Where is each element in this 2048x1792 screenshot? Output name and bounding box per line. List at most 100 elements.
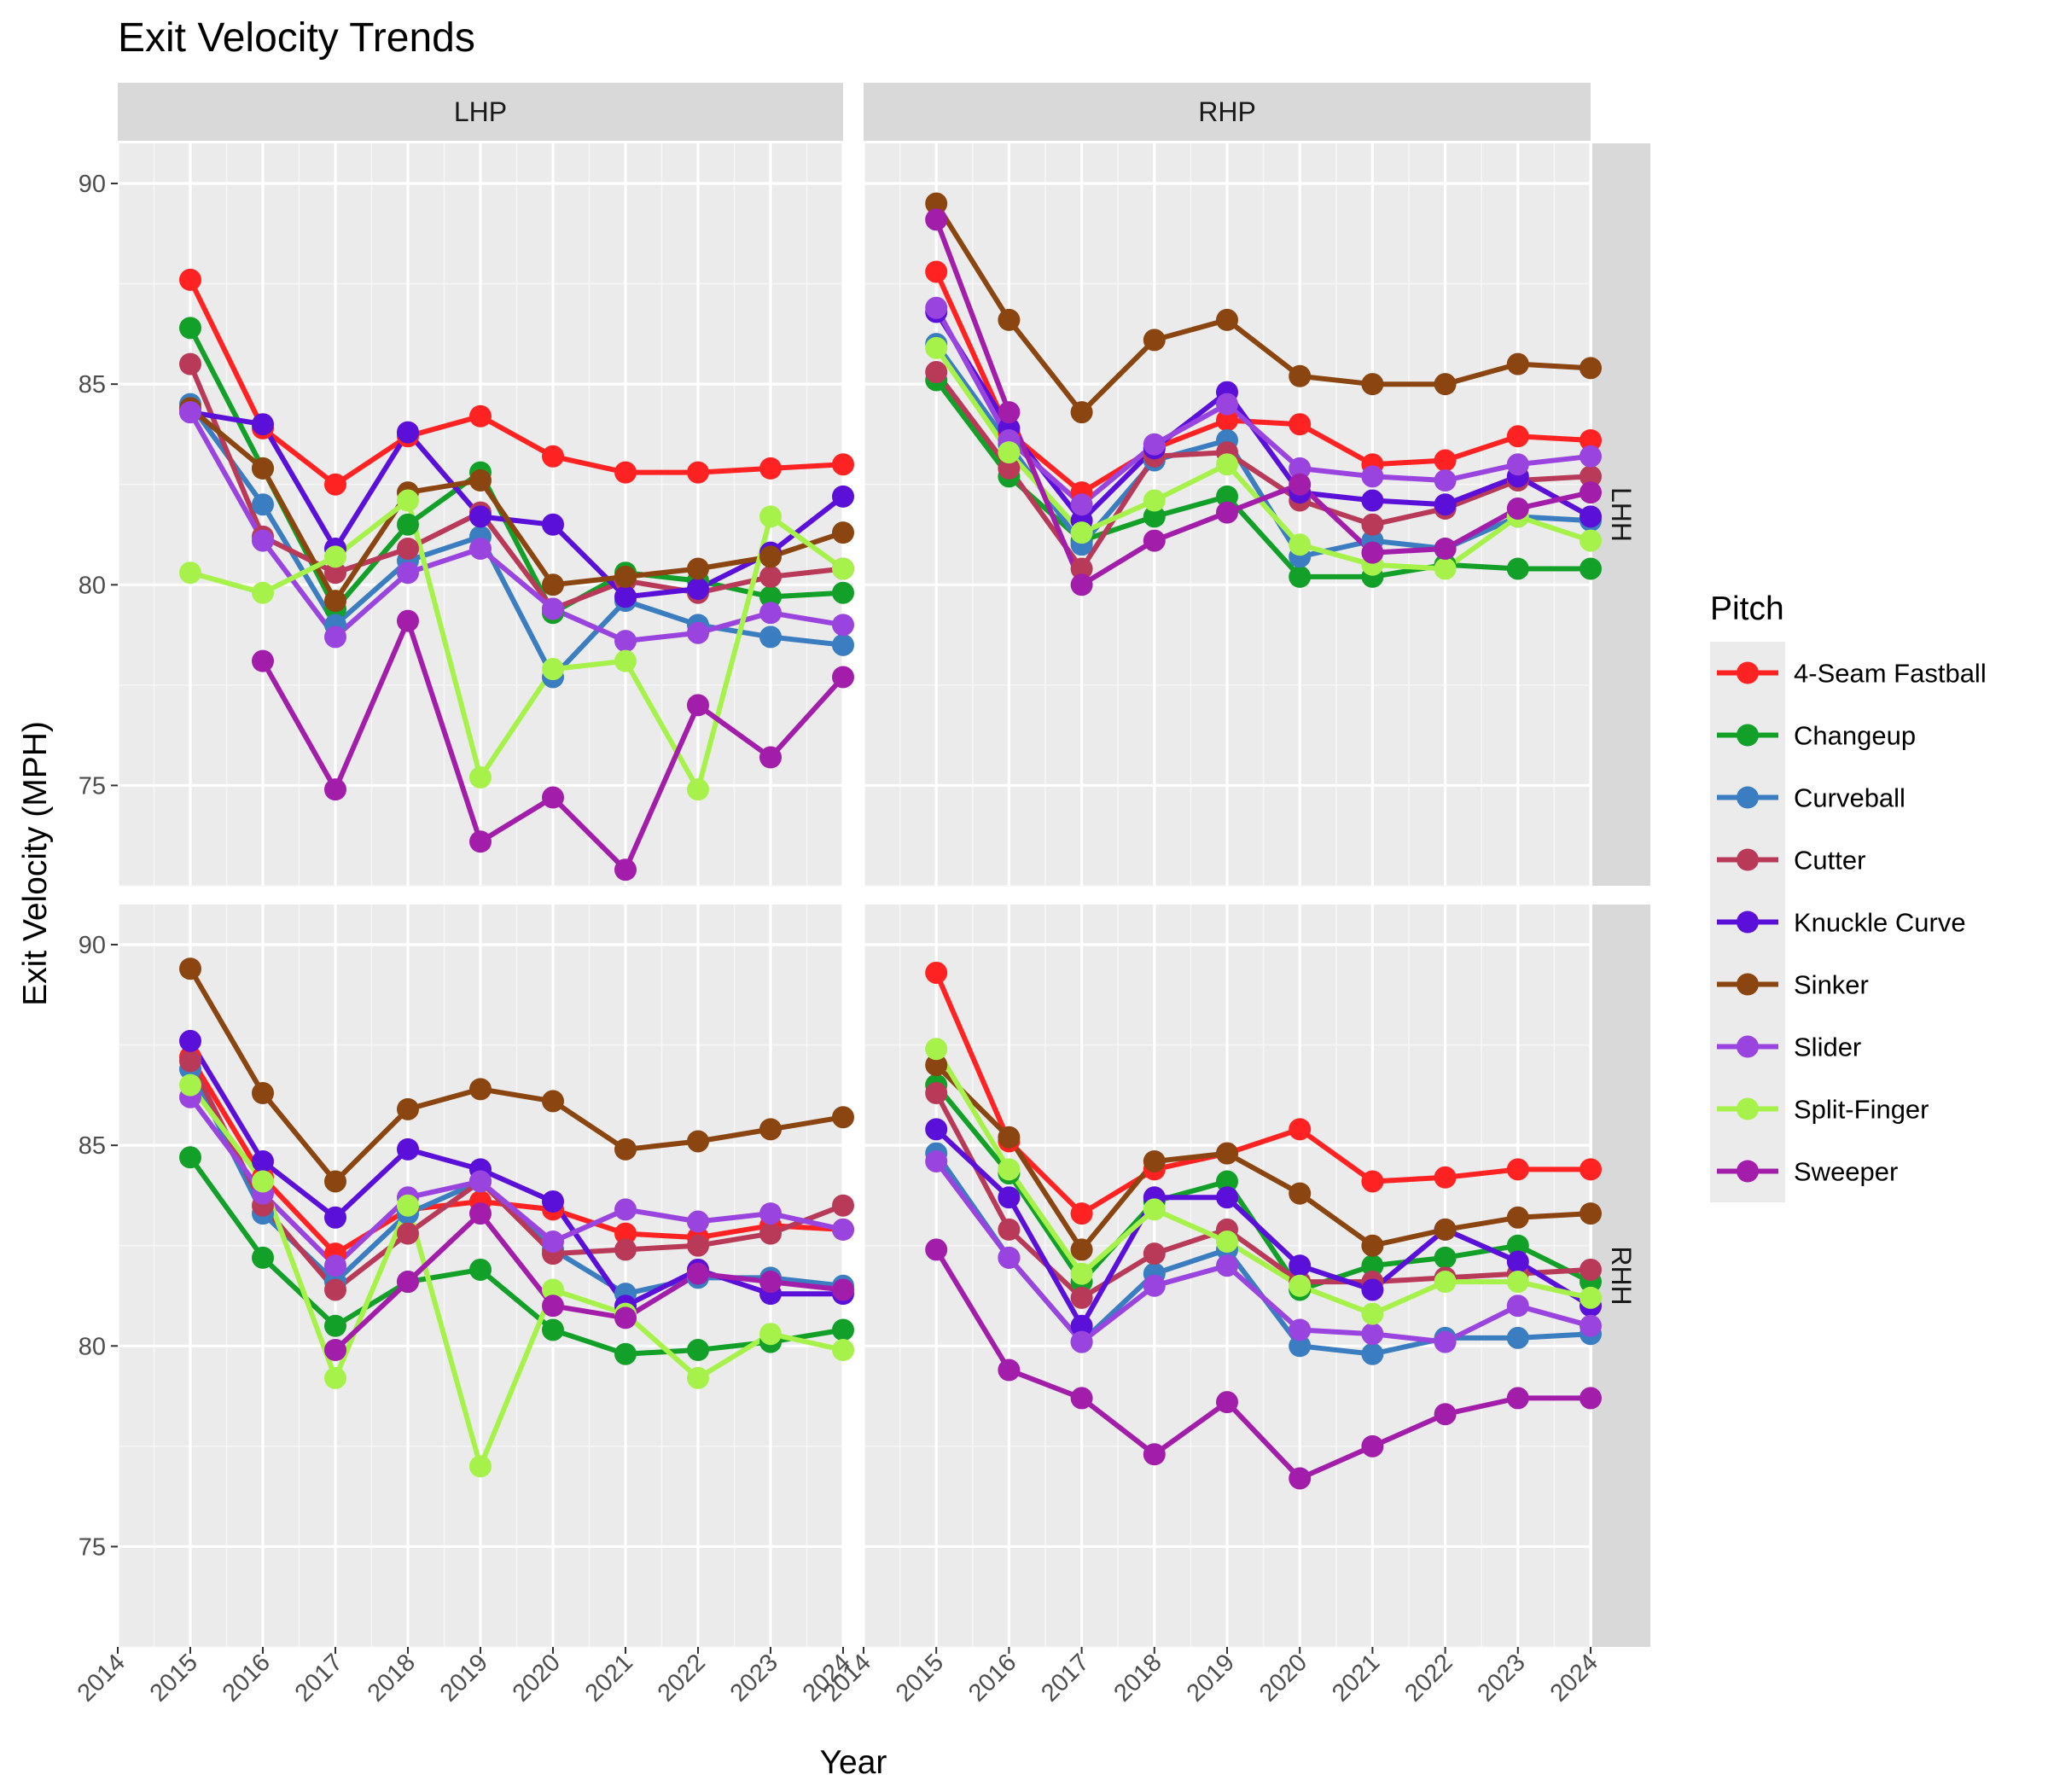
legend-item: Slider <box>1717 1033 1861 1062</box>
data-point <box>252 413 274 436</box>
data-point <box>1506 1271 1529 1294</box>
x-tick-label: 2023 <box>1473 1649 1531 1707</box>
series-line <box>934 1082 1593 1293</box>
data-point <box>1361 1278 1384 1301</box>
data-point <box>1434 1166 1457 1189</box>
data-point <box>832 557 854 580</box>
series-line <box>188 1054 846 1257</box>
data-point <box>1143 529 1166 552</box>
data-point <box>1506 1387 1529 1410</box>
data-point <box>469 1170 492 1193</box>
data-point <box>687 557 709 580</box>
series-line <box>934 269 1593 496</box>
y-axis-title: Exit Velocity (MPH) <box>17 721 54 1006</box>
data-point <box>1361 373 1384 396</box>
series-line <box>188 410 846 600</box>
data-point <box>252 1149 274 1172</box>
data-point <box>542 1318 564 1341</box>
series-line <box>188 1155 846 1357</box>
data-point <box>1216 1231 1238 1254</box>
y-tick-label: 90 <box>79 171 106 198</box>
data-point <box>1506 497 1529 520</box>
series-line <box>188 401 846 680</box>
legend-key-point <box>1737 848 1759 871</box>
facet-label-rhp: RHP <box>1198 96 1256 127</box>
data-point <box>925 361 948 384</box>
data-point <box>1143 1149 1166 1172</box>
data-point <box>469 505 492 528</box>
data-point <box>324 545 346 568</box>
data-point <box>1289 1254 1312 1277</box>
facet-strip-rhp <box>864 83 1591 141</box>
legend-item: Cutter <box>1717 846 1865 876</box>
data-point <box>1143 1242 1166 1265</box>
data-point <box>252 581 274 604</box>
data-point <box>469 469 492 492</box>
data-point <box>1434 1330 1457 1353</box>
data-point <box>1580 429 1602 451</box>
y-tick-label: 80 <box>79 572 106 599</box>
data-point <box>832 1318 854 1341</box>
data-point <box>1143 329 1166 352</box>
data-point <box>1580 1314 1602 1337</box>
data-point <box>832 1218 854 1241</box>
series-line <box>188 1038 846 1309</box>
data-point <box>1143 1443 1166 1466</box>
x-tick-label: 2022 <box>1399 1649 1457 1707</box>
facet-label-lhp: LHP <box>454 96 507 127</box>
data-point <box>759 565 782 588</box>
data-point <box>1434 537 1457 560</box>
data-point <box>925 208 948 231</box>
data-point <box>1143 1274 1166 1297</box>
data-point <box>1289 1335 1312 1358</box>
series-line <box>934 1126 1593 1329</box>
data-point <box>1216 409 1238 432</box>
data-point <box>1361 1302 1384 1325</box>
data-point <box>832 453 854 476</box>
data-point <box>1434 373 1457 396</box>
data-point <box>832 666 854 689</box>
data-point <box>324 1339 346 1361</box>
data-point <box>252 649 274 672</box>
data-point <box>252 457 274 480</box>
data-point <box>324 778 346 801</box>
series-line <box>188 276 846 487</box>
data-point <box>1434 1271 1457 1294</box>
data-point <box>832 581 854 604</box>
data-point <box>1289 1118 1312 1141</box>
facet-strip-lhp <box>118 83 843 141</box>
data-point <box>687 621 709 644</box>
data-point <box>542 1090 564 1113</box>
data-point <box>1361 1170 1384 1193</box>
data-point <box>1216 1170 1238 1193</box>
data-point <box>614 1137 637 1161</box>
legend-key-point <box>1737 1160 1759 1183</box>
data-point <box>1289 533 1312 556</box>
legend-key-point <box>1737 973 1759 996</box>
data-point <box>687 578 709 600</box>
data-point <box>469 537 492 560</box>
data-point <box>998 441 1021 464</box>
series-line <box>188 361 846 612</box>
data-point <box>1216 393 1238 416</box>
data-point <box>252 1246 274 1269</box>
data-point <box>687 1339 709 1361</box>
data-point <box>542 445 564 468</box>
data-point <box>1506 1206 1529 1229</box>
data-point <box>324 1278 346 1301</box>
data-point <box>1580 1158 1602 1181</box>
y-tick-label: 85 <box>79 371 106 399</box>
x-tick-label: 2022 <box>653 1649 711 1707</box>
data-point <box>324 625 346 649</box>
series-line <box>934 969 1593 1217</box>
data-point <box>1216 1186 1238 1209</box>
data-point <box>179 1029 201 1052</box>
data-point <box>1506 1295 1529 1318</box>
data-point <box>1216 485 1238 508</box>
data-point <box>925 1038 948 1061</box>
y-tick-label: 90 <box>79 932 106 959</box>
data-point <box>1070 521 1093 544</box>
data-point <box>759 1271 782 1294</box>
x-tick-label: 2017 <box>1036 1649 1094 1707</box>
